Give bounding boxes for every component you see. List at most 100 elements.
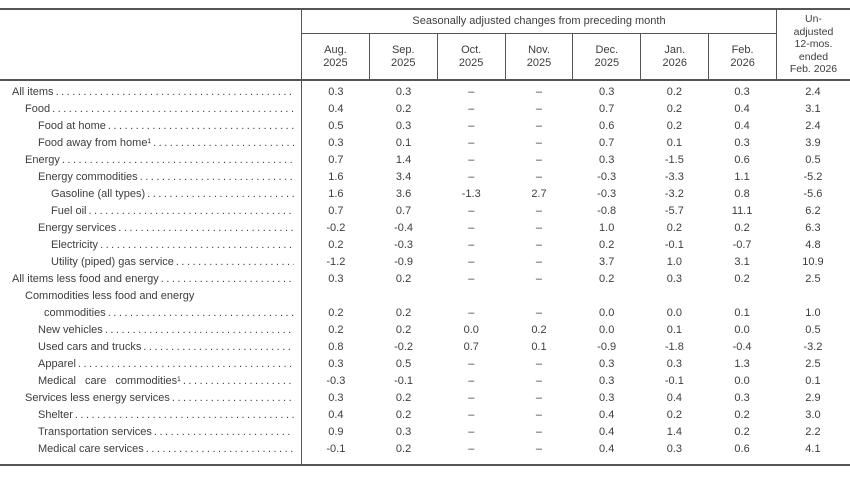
row-label: Services less energy services bbox=[25, 392, 170, 404]
dot-leader bbox=[159, 271, 294, 288]
stub-header-cell bbox=[0, 10, 302, 79]
month-header: Sep. 2025 bbox=[370, 34, 438, 79]
value-cell: 3.1 bbox=[734, 256, 750, 268]
table-row: Medical care services -0.1 0.2 – – 0.4 0.3 0.6 4… bbox=[0, 441, 850, 458]
value-cell: 0.0 bbox=[463, 324, 479, 336]
dot-leader bbox=[76, 356, 294, 373]
dot-leader bbox=[54, 84, 294, 101]
value-cell: 0.3 bbox=[599, 358, 615, 370]
value-cell: 0.3 bbox=[599, 86, 615, 98]
value-cell: 0.3 bbox=[328, 86, 344, 98]
value-cell: 0.2 bbox=[734, 273, 750, 285]
value-cell: -1.2 bbox=[326, 256, 346, 268]
value-cell: – bbox=[535, 426, 543, 438]
row-label-cell: Medical care services bbox=[0, 441, 302, 458]
dot-leader bbox=[151, 135, 294, 152]
value-cell: 0.0 bbox=[599, 307, 615, 319]
value-cell: -0.1 bbox=[664, 239, 684, 251]
value-cell: 3.4 bbox=[395, 171, 412, 183]
value-cell: – bbox=[468, 426, 475, 438]
value-cell: 0.2 bbox=[395, 409, 412, 421]
table-header: Seasonally adjusted changes from precedi… bbox=[0, 8, 850, 81]
value-cell: 0.2 bbox=[395, 324, 412, 336]
value-cell: 0.2 bbox=[734, 426, 750, 438]
row-label: Transportation services bbox=[38, 426, 152, 438]
dot-leader bbox=[152, 424, 294, 441]
value-cell: – bbox=[535, 443, 543, 455]
value-cell: – bbox=[468, 256, 475, 268]
row-label: Commodities less food and energy bbox=[25, 290, 195, 302]
value-cell: – bbox=[535, 239, 543, 251]
row-label-cell: Apparel bbox=[0, 356, 302, 373]
value-cell: 0.5 bbox=[805, 324, 821, 336]
dot-leader bbox=[170, 390, 294, 407]
row-label-cell: Utility (piped) gas service bbox=[0, 254, 302, 271]
value-cell: 0.2 bbox=[395, 307, 412, 319]
table-row: New vehicles 0.2 0.2 0.0 0.2 0.0 0.1 0.0 0.5 bbox=[0, 322, 850, 339]
dot-leader bbox=[141, 339, 294, 356]
row-label-cell: Food bbox=[0, 101, 302, 118]
value-cell: -0.9 bbox=[597, 341, 617, 353]
row-label-cell: Energy services bbox=[0, 220, 302, 237]
value-cell: 0.3 bbox=[666, 443, 683, 455]
cpi-table: Seasonally adjusted changes from precedi… bbox=[0, 8, 850, 466]
row-label-cell: Used cars and trucks bbox=[0, 339, 302, 356]
value-cell: -5.6 bbox=[803, 188, 823, 200]
value-cell: 0.3 bbox=[666, 358, 683, 370]
row-label: Food at home bbox=[38, 120, 106, 132]
value-cell: 0.4 bbox=[599, 443, 615, 455]
value-cell: 3.1 bbox=[805, 103, 821, 115]
value-cell: 0.2 bbox=[666, 86, 683, 98]
value-cell: – bbox=[468, 392, 475, 404]
value-cell: – bbox=[468, 375, 475, 387]
dot-leader bbox=[73, 407, 294, 424]
value-cell: -0.3 bbox=[597, 188, 617, 200]
value-cell: – bbox=[468, 409, 475, 421]
value-cell: 6.2 bbox=[805, 205, 821, 217]
table-row: Energy services -0.2 -0.4 – – 1.0 0.2 0.2 6.3 bbox=[0, 220, 850, 237]
value-cell: 0.3 bbox=[734, 392, 750, 404]
month-header: Dec. 2025 bbox=[573, 34, 642, 79]
row-label: New vehicles bbox=[38, 324, 103, 336]
value-cell: -0.1 bbox=[326, 443, 346, 455]
table-row: Energy 0.7 1.4 – – 0.3 -1.5 0.6 0.5 bbox=[0, 152, 850, 169]
table-row: Fuel oil 0.7 0.7 – – -0.8 -5.7 11.1 6.2 bbox=[0, 203, 850, 220]
value-cell: 0.7 bbox=[463, 341, 479, 353]
row-label: All items bbox=[12, 86, 54, 98]
value-cell: 0.2 bbox=[395, 392, 412, 404]
value-cell: 3.9 bbox=[805, 137, 821, 149]
value-cell: 0.3 bbox=[395, 86, 412, 98]
dot-leader bbox=[181, 373, 294, 390]
value-cell: 0.4 bbox=[734, 103, 750, 115]
value-cell: 0.2 bbox=[328, 307, 344, 319]
value-cell: – bbox=[468, 222, 475, 234]
dot-leader bbox=[174, 254, 294, 271]
adjusted-changes-title: Seasonally adjusted changes from precedi… bbox=[302, 10, 776, 34]
value-cell: -3.3 bbox=[664, 171, 684, 183]
value-cell: 2.5 bbox=[805, 358, 821, 370]
table-row: Food 0.4 0.2 – – 0.7 0.2 0.4 3.1 bbox=[0, 101, 850, 118]
value-cell: 0.2 bbox=[734, 409, 750, 421]
value-cell: 0.2 bbox=[599, 239, 615, 251]
value-cell: 0.7 bbox=[599, 137, 615, 149]
row-label: Shelter bbox=[38, 409, 73, 421]
value-cell: -0.3 bbox=[394, 239, 414, 251]
value-cell: 0.7 bbox=[328, 205, 344, 217]
row-label-cell: Shelter bbox=[0, 407, 302, 424]
value-cell: – bbox=[535, 307, 543, 319]
value-cell: – bbox=[468, 171, 475, 183]
value-cell: -0.1 bbox=[394, 375, 414, 387]
row-label-cell: Services less energy services bbox=[0, 390, 302, 407]
value-cell: 0.4 bbox=[599, 426, 615, 438]
row-label: Food away from home¹ bbox=[38, 137, 152, 149]
value-cell: 0.2 bbox=[666, 409, 683, 421]
value-cell: – bbox=[468, 273, 475, 285]
value-cell: – bbox=[535, 86, 543, 98]
dot-leader bbox=[60, 152, 294, 169]
value-cell: 0.2 bbox=[666, 120, 683, 132]
row-label: Medical care commodities¹ bbox=[38, 375, 181, 387]
value-cell: 0.3 bbox=[328, 137, 344, 149]
value-cell: 0.6 bbox=[734, 154, 750, 166]
row-label-cell: Gasoline (all types) bbox=[0, 186, 302, 203]
row-label-cell: Energy commodities bbox=[0, 169, 302, 186]
